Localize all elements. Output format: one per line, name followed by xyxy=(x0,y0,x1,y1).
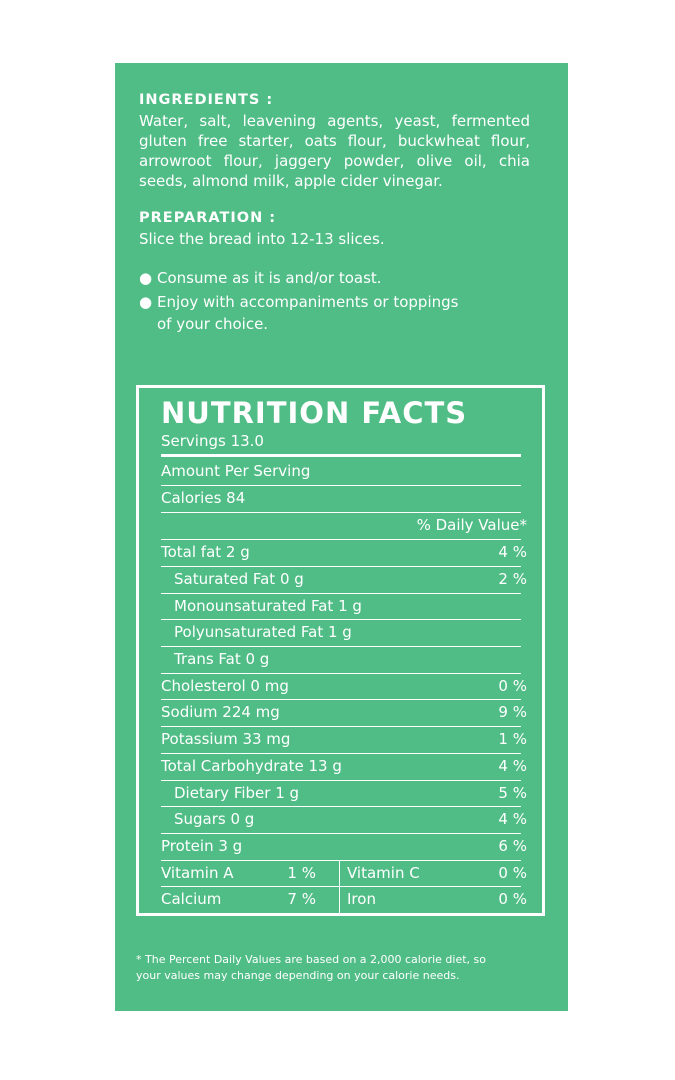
nutrient-row-total-fat: Total fat 2 g 4 % xyxy=(161,539,527,566)
ingredients-line-2: gluten free starter, oats flour, buckwhe… xyxy=(139,132,530,150)
amount-per-serving: Amount Per Serving xyxy=(161,458,527,485)
nutrient-row-cholesterol: Cholesterol 0 mg 0 % xyxy=(161,673,527,700)
divider xyxy=(161,860,521,861)
nutrient-row-dietary-fiber: Dietary Fiber 1 g 5 % xyxy=(161,780,527,807)
nutrient-label: Total fat 2 g xyxy=(161,543,250,561)
nutrient-percent: 2 % xyxy=(498,570,527,588)
nutrient-percent: 4 % xyxy=(498,543,527,561)
iron-cell: Iron 0 % xyxy=(347,886,527,913)
divider xyxy=(161,699,521,700)
bullet-text-continued: of your choice. xyxy=(157,315,269,333)
divider xyxy=(161,646,521,647)
divider xyxy=(161,833,521,834)
nutrient-row-total-carbohydrate: Total Carbohydrate 13 g 4 % xyxy=(161,753,527,780)
divider xyxy=(161,566,521,567)
ingredients-line-1: Water, salt, leavening agents, yeast, fe… xyxy=(139,112,530,130)
vitamin-c-cell: Vitamin C 0 % xyxy=(347,860,527,887)
vitamin-label: Vitamin C xyxy=(347,864,420,882)
nutrient-percent: 0 % xyxy=(498,677,527,695)
nutrient-row-sugars: Sugars 0 g 4 % xyxy=(161,806,527,833)
calories-row: Calories 84 xyxy=(161,485,527,512)
nutrient-row-polyunsaturated-fat: Polyunsaturated Fat 1 g xyxy=(161,619,527,646)
nutrient-label: Potassium 33 mg xyxy=(161,730,291,748)
nutrient-percent: 6 % xyxy=(498,837,527,855)
nutrient-percent: 5 % xyxy=(498,784,527,802)
nutrient-row-protein: Protein 3 g 6 % xyxy=(161,833,527,860)
footnote-line-2: your values may change depending on your… xyxy=(136,969,460,982)
nutrient-row-saturated-fat: Saturated Fat 0 g 2 % xyxy=(161,566,527,593)
vitamin-label: Calcium xyxy=(161,890,222,908)
nutrient-label: Saturated Fat 0 g xyxy=(174,570,304,588)
preparation-text: Slice the bread into 12-13 slices. xyxy=(139,230,385,248)
calcium-cell: Calcium 7 % xyxy=(161,886,316,913)
nutrient-label: Monounsaturated Fat 1 g xyxy=(174,597,362,615)
amount-per-serving-label: Amount Per Serving xyxy=(161,462,311,480)
ingredients-line-4: seeds, almond milk, apple cider vinegar. xyxy=(139,172,443,190)
ingredients-title: INGREDIENTS : xyxy=(139,92,274,108)
ingredients-line-3: arrowroot flour, jaggery powder, olive o… xyxy=(139,152,530,170)
nutrition-facts-title: NUTRITION FACTS xyxy=(161,396,468,430)
divider xyxy=(161,673,521,674)
thick-divider xyxy=(161,454,521,457)
nutrient-label: Total Carbohydrate 13 g xyxy=(161,757,342,775)
vitamin-label: Iron xyxy=(347,890,376,908)
bullet-text: Enjoy with accompaniments or toppings xyxy=(157,293,459,311)
divider xyxy=(161,726,521,727)
nutrient-row-monounsaturated-fat: Monounsaturated Fat 1 g xyxy=(161,593,527,620)
vitamin-percent: 7 % xyxy=(287,890,316,908)
vitamin-a-cell: Vitamin A 1 % xyxy=(161,860,316,887)
vitamin-label: Vitamin A xyxy=(161,864,234,882)
nutrient-label: Cholesterol 0 mg xyxy=(161,677,289,695)
nutrient-label: Protein 3 g xyxy=(161,837,243,855)
vitamin-percent: 0 % xyxy=(498,864,527,882)
divider xyxy=(161,485,521,486)
nutrient-label: Sugars 0 g xyxy=(174,810,255,828)
divider xyxy=(161,539,521,540)
nutrient-label: Dietary Fiber 1 g xyxy=(174,784,300,802)
footnote-line-1: * The Percent Daily Values are based on … xyxy=(136,953,487,966)
divider xyxy=(161,886,521,887)
divider xyxy=(161,780,521,781)
bullet-text: Consume as it is and/or toast. xyxy=(157,269,382,287)
divider xyxy=(161,512,521,513)
nutrient-row-trans-fat: Trans Fat 0 g xyxy=(161,646,527,673)
nutrient-percent: 9 % xyxy=(498,703,527,721)
nutrient-percent: 4 % xyxy=(498,810,527,828)
preparation-title: PREPARATION : xyxy=(139,210,277,226)
nutrient-row-potassium: Potassium 33 mg 1 % xyxy=(161,726,527,753)
divider xyxy=(161,753,521,754)
divider xyxy=(161,806,521,807)
nutrient-row-sodium: Sodium 224 mg 9 % xyxy=(161,699,527,726)
daily-value-header-label: % Daily Value* xyxy=(416,516,527,534)
bullet-dot-icon: ● xyxy=(139,269,153,287)
nutrition-facts-box: NUTRITION FACTS Servings 13.0 Amount Per… xyxy=(136,385,545,916)
nutrient-label: Polyunsaturated Fat 1 g xyxy=(174,623,352,641)
divider xyxy=(161,593,521,594)
vitamin-column-divider xyxy=(339,860,340,913)
nutrient-label: Sodium 224 mg xyxy=(161,703,280,721)
bullet-dot-icon: ● xyxy=(139,293,153,311)
calories-label: Calories 84 xyxy=(161,489,246,507)
nutrient-label: Trans Fat 0 g xyxy=(174,650,270,668)
product-info-panel xyxy=(115,63,568,1011)
vitamin-percent: 0 % xyxy=(498,890,527,908)
vitamin-percent: 1 % xyxy=(287,864,316,882)
nutrient-percent: 1 % xyxy=(498,730,527,748)
servings: Servings 13.0 xyxy=(161,432,264,450)
daily-value-header: % Daily Value* xyxy=(161,512,527,539)
footnote: * The Percent Daily Values are based on … xyxy=(136,952,536,984)
nutrient-percent: 4 % xyxy=(498,757,527,775)
divider xyxy=(161,619,521,620)
